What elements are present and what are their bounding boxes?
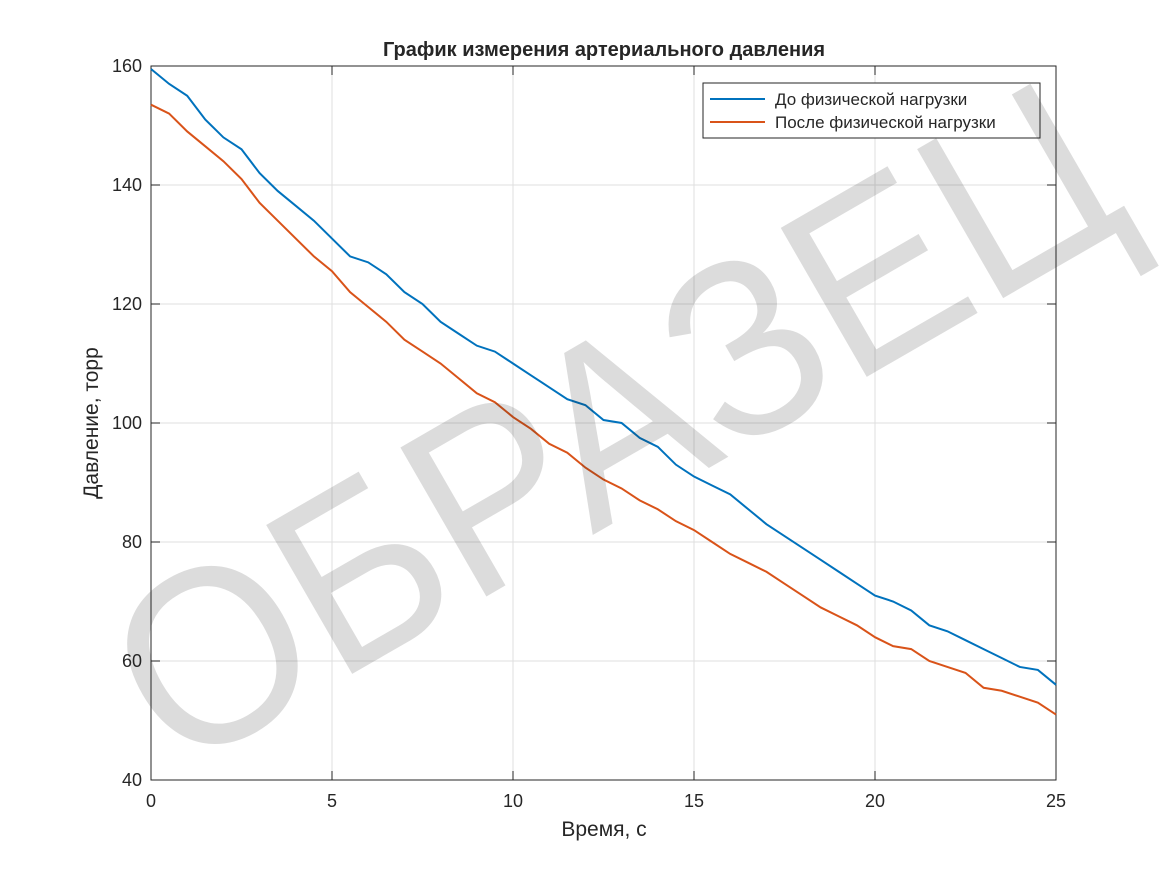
x-tick-label: 15 [684,791,704,811]
legend-label: До физической нагрузки [775,90,967,109]
legend: До физической нагрузки После физической н… [702,82,1041,139]
plot-frame [150,65,1057,781]
y-tick-label: 100 [112,413,142,433]
y-axis-label: Давление, торр [80,347,103,499]
x-tick-label: 0 [146,791,156,811]
y-tick-label: 80 [122,532,142,552]
x-tick-label: 25 [1046,791,1066,811]
x-tick-label: 10 [503,791,523,811]
y-tick-label: 40 [122,770,142,790]
x-tick-label: 20 [865,791,885,811]
data-line [150,103,1057,716]
legend-label: После физической нагрузки [775,113,996,132]
chart-title: График измерения артериального давления [383,39,825,61]
y-tick-label: 120 [112,294,142,314]
y-tick-label: 60 [122,651,142,671]
x-tick-label: 5 [327,791,337,811]
y-tick-label: 160 [112,56,142,76]
legend-box [702,82,1041,139]
data-line [150,68,1057,686]
y-tick-label: 140 [112,175,142,195]
x-axis-label: Время, с [561,818,646,841]
